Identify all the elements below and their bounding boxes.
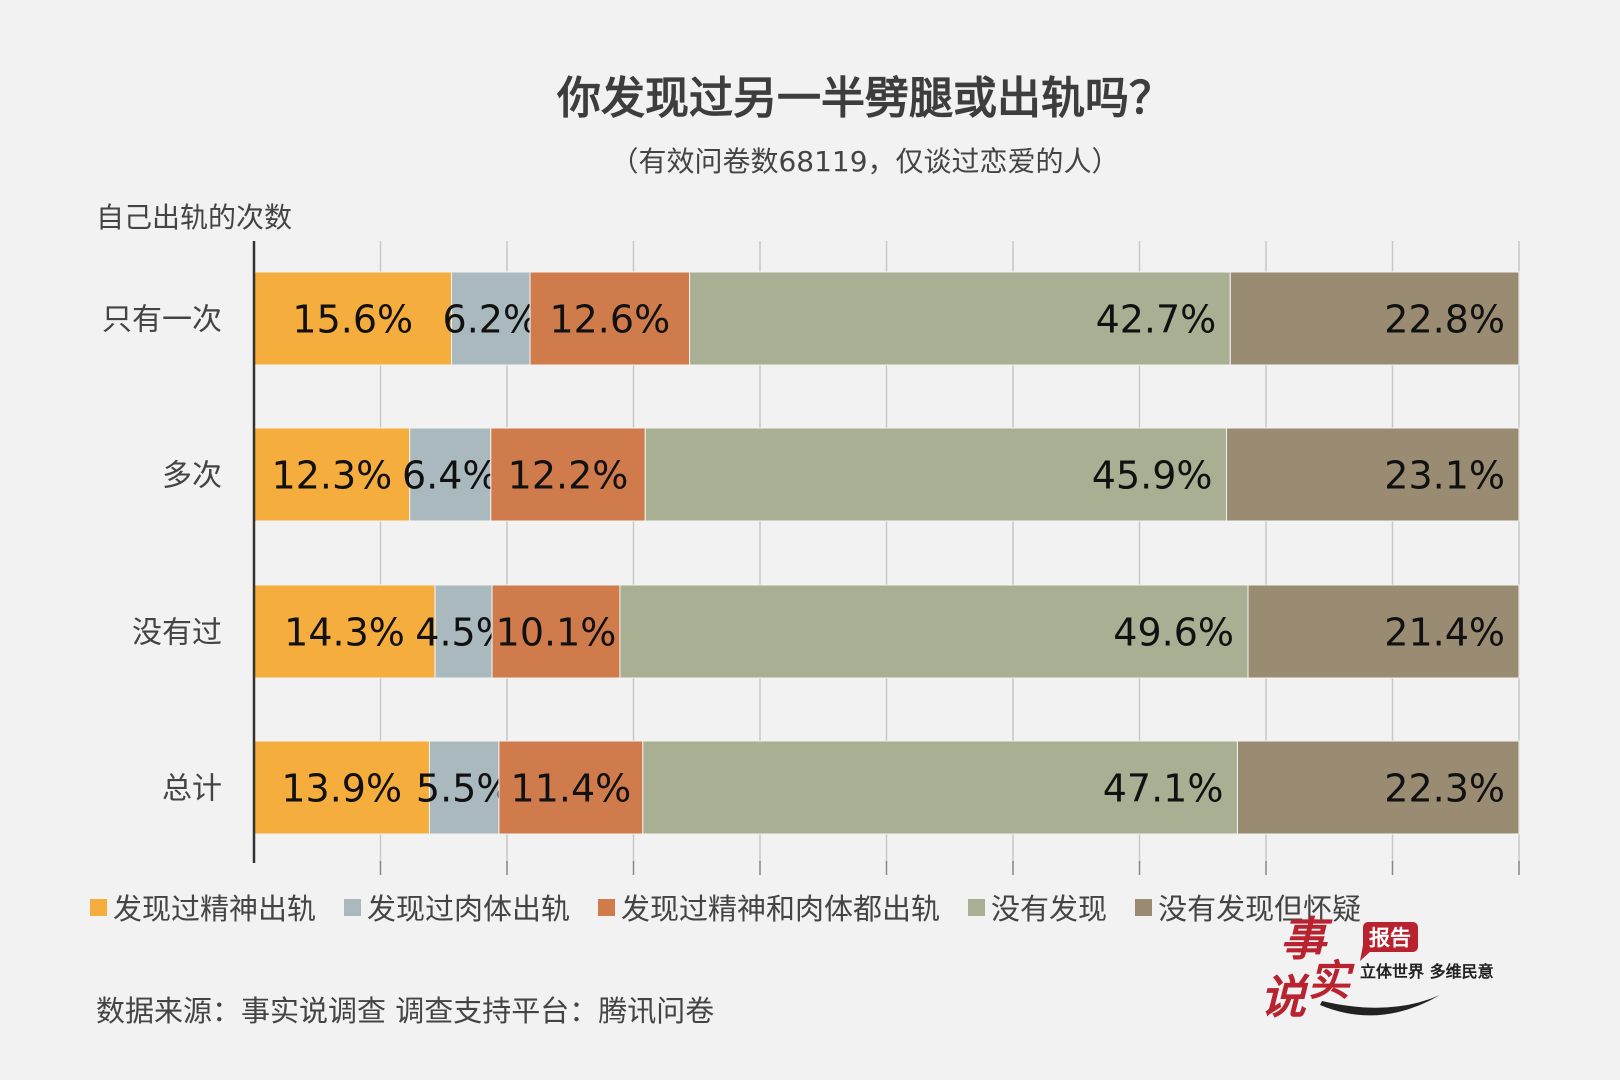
data-label: 49.6% (1113, 611, 1234, 655)
data-label: 14.3% (284, 611, 405, 655)
data-label: 22.8% (1384, 298, 1505, 342)
data-label: 5.5% (416, 767, 513, 811)
data-label: 6.2% (443, 298, 540, 342)
bar-segment (644, 427, 1227, 522)
data-label: 13.9% (281, 767, 402, 811)
data-label: 23.1% (1384, 454, 1505, 498)
data-label: 6.4% (402, 454, 499, 498)
svg-text:事: 事 (1280, 912, 1333, 966)
legend-item: 发现过精神和肉体都出轨 (598, 886, 940, 928)
data-label: 12.3% (272, 454, 393, 498)
bar-segment (1247, 584, 1520, 679)
bar-segment (1229, 271, 1520, 366)
bar-segment (253, 271, 453, 366)
bar-segment (253, 740, 430, 835)
data-source: 数据来源：事实说调查 调查支持平台：腾讯问卷 (96, 994, 715, 1028)
legend-item: 没有发现 (968, 886, 1107, 928)
data-label: 10.1% (496, 611, 617, 655)
bar-segment (490, 427, 646, 522)
category-label: 总计 (162, 772, 222, 807)
svg-text:实: 实 (1308, 956, 1355, 1005)
data-label: 45.9% (1092, 454, 1213, 498)
data-label: 42.7% (1096, 298, 1217, 342)
bar-segment (409, 427, 492, 522)
data-label: 15.6% (292, 298, 413, 342)
data-label: 47.1% (1103, 767, 1224, 811)
bar-segment (689, 271, 1231, 366)
legend-label: 发现过精神和肉体都出轨 (621, 892, 941, 926)
category-label: 只有一次 (102, 303, 222, 338)
legend-item: 发现过肉体出轨 (344, 886, 570, 928)
y-axis-label: 自己出轨的次数 (96, 201, 293, 234)
legend-swatch (1135, 898, 1153, 916)
legend-item: 发现过精神出轨 (90, 886, 316, 928)
legend-swatch (968, 898, 986, 916)
svg-text:说: 说 (1260, 970, 1310, 1024)
bar-segment (642, 740, 1238, 835)
data-label: 12.6% (549, 298, 670, 342)
data-label: 21.4% (1384, 611, 1505, 655)
bar-segment (491, 584, 621, 679)
bar-segment (1236, 740, 1520, 835)
legend-swatch (90, 898, 107, 916)
chart-title: 你发现过另一半劈腿或出轨吗？ (557, 73, 1173, 124)
bar-segment (619, 584, 1249, 679)
category-label: 多次 (162, 459, 222, 494)
bar-segment (451, 271, 531, 366)
logo-badge: 报告 (1369, 926, 1411, 950)
chart-subtitle: （有效问卷数68119，仅谈过恋爱的人） (610, 145, 1120, 178)
data-label: 22.3% (1384, 767, 1505, 811)
legend-swatch (598, 898, 616, 916)
legend-swatch (344, 898, 362, 916)
legend: 发现过精神出轨 发现过肉体出轨 发现过精神和肉体都出轨 没有发现 没有发现但怀疑 (90, 886, 1361, 928)
bar-segment (434, 584, 493, 679)
bar-segment (1225, 427, 1520, 522)
legend-item: 没有发现但怀疑 (1135, 886, 1361, 928)
bar-segment (253, 427, 411, 522)
bar-segment (253, 584, 436, 679)
legend-label: 没有发现但怀疑 (1158, 892, 1362, 926)
bar-segment (428, 740, 500, 835)
data-label: 12.2% (508, 454, 629, 498)
legend-label: 没有发现 (991, 892, 1108, 926)
legend-label: 发现过肉体出轨 (367, 892, 571, 926)
data-label: 11.4% (511, 767, 632, 811)
logo-graphic: 事 说 实 报告 立体世界 多维民意 (1260, 912, 1494, 1024)
category-label: 没有过 (132, 616, 222, 651)
logo-slogan: 立体世界 多维民意 (1360, 962, 1494, 981)
brand-logo: 事 说 实 报告 立体世界 多维民意 (1260, 895, 1520, 1025)
bar-segment (529, 271, 691, 366)
legend-label: 发现过精神出轨 (113, 892, 317, 926)
